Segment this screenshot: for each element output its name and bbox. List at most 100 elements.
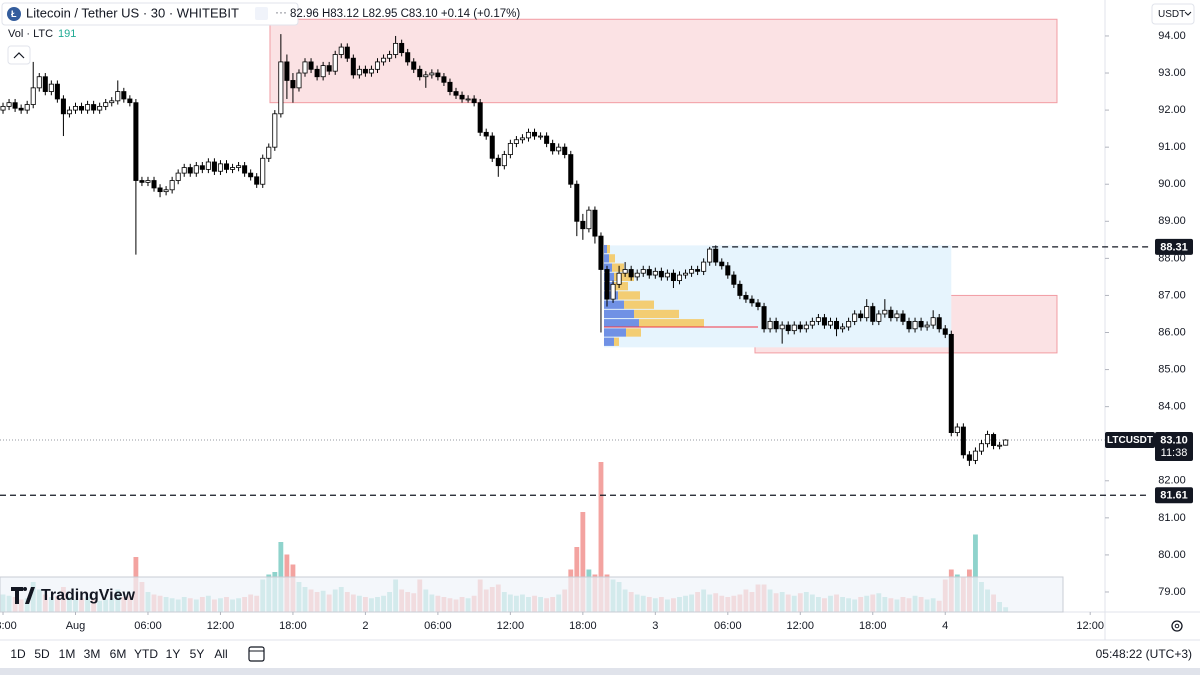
candle-body	[779, 324, 785, 330]
candle-body	[882, 309, 888, 315]
y-tick-label: 88.00	[1158, 252, 1186, 264]
candle-body	[157, 187, 163, 193]
range-button[interactable]: 1D	[10, 647, 26, 661]
candle-body	[181, 167, 187, 174]
level-label: 88.31	[1160, 241, 1188, 253]
profile-buy	[603, 337, 614, 346]
candle-body	[254, 176, 260, 185]
range-button[interactable]: 1Y	[166, 647, 181, 661]
currency-caret	[1184, 11, 1192, 16]
candle-body	[507, 143, 513, 155]
candle-body	[133, 102, 139, 181]
candle-body	[24, 104, 30, 111]
candle-body	[942, 328, 948, 335]
y-tick-label: 89.00	[1158, 215, 1186, 227]
range-button[interactable]: 5Y	[190, 647, 205, 661]
candle-body	[773, 320, 779, 330]
candle-body	[477, 102, 483, 133]
watermark-dot	[23, 587, 27, 591]
candle-body	[48, 83, 54, 92]
volume-pane-box	[0, 576, 1064, 613]
candle-body	[175, 172, 181, 181]
candle-body	[888, 309, 894, 319]
candle-body	[278, 61, 284, 115]
candle-body	[834, 320, 840, 330]
y-tick-label: 81.00	[1158, 512, 1186, 524]
candle-body	[876, 313, 882, 322]
candle-body	[707, 248, 713, 263]
candle-body	[616, 272, 622, 285]
candle-body	[338, 46, 344, 55]
candle-body	[972, 450, 978, 461]
x-tick-label: 06:00	[714, 620, 742, 632]
price-label-box	[1155, 432, 1193, 462]
y-tick-label: 79.00	[1158, 586, 1186, 598]
candle-body	[79, 105, 85, 111]
candle-body	[103, 102, 109, 107]
candle-body	[296, 72, 302, 89]
candle-body	[290, 80, 296, 89]
candle-body	[646, 269, 652, 276]
candle-body	[423, 74, 429, 78]
candle-body	[211, 161, 217, 172]
candle-body	[429, 72, 435, 76]
profile-sell	[638, 319, 704, 328]
profile-sell	[606, 244, 610, 254]
candle-body	[417, 68, 423, 78]
candle-body	[344, 46, 350, 59]
range-button[interactable]: 6M	[110, 647, 127, 661]
candle-body	[260, 157, 266, 185]
candle-body	[761, 306, 767, 330]
eye-button[interactable]	[255, 7, 268, 20]
range-button[interactable]: 1M	[59, 647, 76, 661]
candle-body	[513, 139, 519, 144]
volume-bar	[580, 512, 586, 612]
more-button[interactable]: ···	[275, 5, 287, 19]
candle-body	[532, 131, 538, 137]
y-tick-label: 94.00	[1158, 30, 1186, 42]
candle-body	[827, 320, 834, 326]
range-button[interactable]: 5D	[34, 647, 50, 661]
collapse-button[interactable]	[7, 45, 31, 65]
profile-sell	[633, 309, 679, 319]
candle-body	[894, 313, 900, 319]
candle-body	[864, 306, 870, 319]
candle-body	[713, 248, 719, 263]
candle-body	[906, 320, 912, 330]
candle-body	[66, 109, 72, 115]
candle-body	[985, 434, 991, 445]
profile-sell	[613, 272, 634, 282]
candle-body	[568, 154, 574, 185]
date-range-button[interactable]	[248, 646, 265, 662]
candle-body	[411, 61, 417, 70]
candle-body	[91, 104, 97, 111]
y-tick-label: 86.00	[1158, 326, 1186, 338]
candle-body	[453, 91, 459, 96]
candle-body	[248, 172, 254, 178]
level-label: 81.61	[1160, 490, 1188, 502]
profile-sell	[617, 291, 640, 300]
clock[interactable]: 05:48:22 (UTC+3)	[1096, 647, 1192, 661]
candle-body	[797, 324, 803, 330]
candle-body	[544, 135, 550, 144]
settings-button[interactable]	[1171, 620, 1183, 632]
y-tick-label: 91.00	[1158, 141, 1186, 153]
candle-body	[743, 295, 749, 300]
symbol-box[interactable]	[1, 2, 299, 26]
currency-button[interactable]	[1151, 3, 1195, 25]
y-tick-label: 87.00	[1158, 289, 1186, 301]
candle-body	[139, 180, 145, 183]
range-button[interactable]: 3M	[84, 647, 101, 661]
profile-sell	[625, 328, 641, 337]
candle-body	[960, 426, 966, 456]
symbol-label-box	[1105, 432, 1155, 449]
candle-body	[598, 235, 604, 270]
range-button[interactable]: All	[214, 647, 227, 661]
candle-body	[912, 320, 918, 330]
candle-body	[821, 317, 827, 326]
range-button[interactable]: YTD	[134, 647, 158, 661]
x-tick-label: 06:00	[134, 620, 162, 632]
y-tick-label: 84.00	[1158, 401, 1186, 413]
candle-body	[495, 157, 501, 167]
